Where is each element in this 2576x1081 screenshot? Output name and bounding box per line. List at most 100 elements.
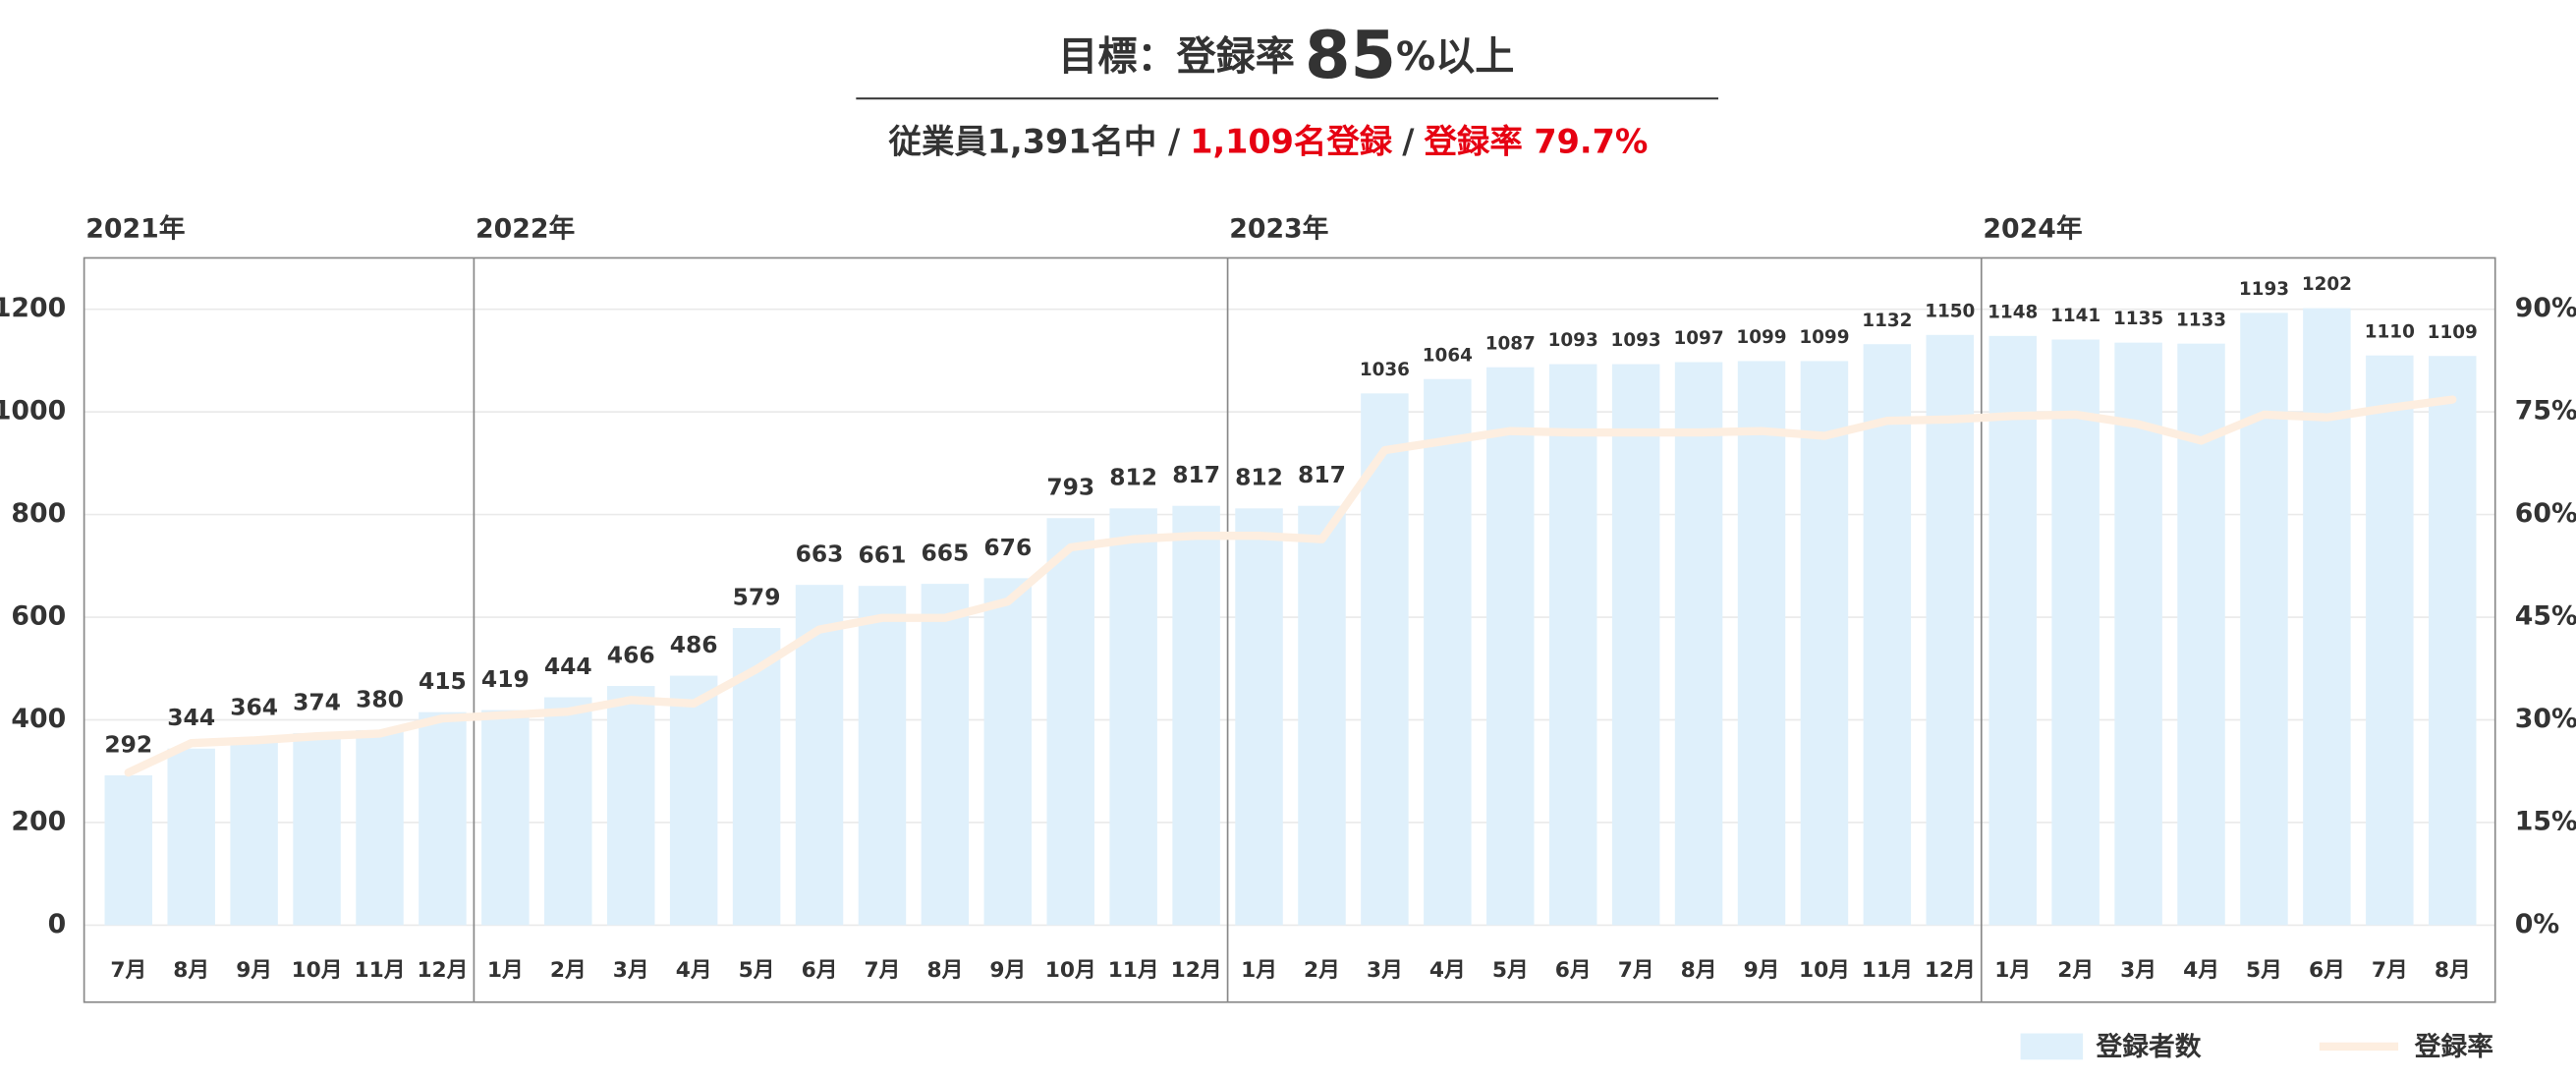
- value-label: 292: [104, 730, 152, 758]
- value-label: 1133: [2176, 310, 2226, 330]
- bar: [2114, 342, 2162, 926]
- y2-tick-label: 45%: [2515, 601, 2576, 632]
- bar: [1235, 508, 1283, 926]
- y-tick-label: 600: [11, 601, 66, 632]
- bar: [1863, 344, 1912, 926]
- value-label: 344: [167, 704, 215, 731]
- chart-title: 目標：登録率 85%以上: [1058, 17, 1514, 93]
- legend-swatch: [2020, 1033, 2084, 1060]
- bar: [1109, 508, 1157, 926]
- legend-label: 登録率: [2414, 1031, 2493, 1062]
- x-tick-label: 1月: [487, 958, 524, 983]
- bar: [481, 710, 530, 926]
- bar: [1548, 364, 1597, 926]
- x-tick-label: 9月: [1744, 958, 1780, 983]
- bar: [2303, 308, 2351, 926]
- x-tick-label: 6月: [2309, 958, 2345, 983]
- value-label: 812: [1235, 464, 1283, 491]
- bar: [606, 686, 655, 926]
- x-tick-label: 4月: [1429, 958, 1466, 983]
- x-tick-label: 7月: [865, 958, 901, 983]
- x-tick-label: 2月: [1304, 958, 1340, 983]
- x-tick-label: 8月: [926, 958, 963, 983]
- value-label: 419: [481, 665, 530, 693]
- value-label: 817: [1298, 461, 1346, 488]
- x-tick-label: 10月: [1799, 958, 1850, 983]
- x-tick-label: 5月: [2246, 958, 2282, 983]
- y-tick-label: 1200: [0, 293, 66, 323]
- x-tick-label: 1月: [1241, 958, 1277, 983]
- x-tick-label: 7月: [1618, 958, 1654, 983]
- year-label: 2021年: [85, 213, 185, 245]
- subtitle-part: 登録率 79.7%: [1423, 122, 1648, 160]
- x-tick-label: 10月: [1045, 958, 1096, 983]
- x-tick-label: 12月: [417, 958, 468, 983]
- value-label: 1093: [1548, 330, 1598, 351]
- bar: [1172, 505, 1220, 926]
- x-tick-label: 8月: [2435, 958, 2471, 983]
- value-label: 1110: [2365, 321, 2415, 342]
- x-tick-label: 9月: [989, 958, 1026, 983]
- value-label: 1064: [1423, 345, 1473, 366]
- x-tick-label: 1月: [1994, 958, 2031, 983]
- rate-line: [124, 395, 2457, 777]
- bar: [544, 697, 592, 926]
- value-label: 793: [1046, 474, 1094, 501]
- year-label: 2023年: [1229, 213, 1328, 245]
- bar: [858, 586, 907, 926]
- value-label: 486: [670, 631, 718, 658]
- value-label: 1087: [1485, 333, 1536, 354]
- x-tick-label: 3月: [613, 958, 649, 983]
- x-tick-label: 11月: [355, 958, 406, 983]
- y2-tick-label: 60%: [2515, 498, 2576, 529]
- subtitle-part: 1,109名登録: [1190, 122, 1393, 160]
- subtitle-part: 従業員1,391名中 /: [888, 122, 1181, 160]
- value-label: 579: [733, 583, 781, 610]
- value-label: 1150: [1925, 301, 1975, 321]
- value-label: 812: [1109, 464, 1157, 491]
- value-label: 1097: [1673, 328, 1723, 349]
- y-tick-label: 1000: [0, 396, 66, 427]
- x-tick-label: 9月: [236, 958, 272, 983]
- value-label: 1193: [2239, 279, 2289, 300]
- x-tick-label: 3月: [2120, 958, 2156, 983]
- bar: [2366, 355, 2414, 926]
- x-tick-label: 12月: [1171, 958, 1222, 983]
- bar: [921, 584, 970, 926]
- y2-tick-label: 0%: [2515, 909, 2559, 939]
- value-label: 444: [544, 653, 592, 680]
- x-tick-label: 5月: [739, 958, 775, 983]
- value-label: 676: [983, 534, 1032, 561]
- value-label: 661: [859, 541, 907, 569]
- value-label: 380: [356, 685, 404, 712]
- chart-subtitle: 従業員1,391名中 /1,109名登録 / 登録率 79.7%: [888, 122, 1649, 160]
- x-tick-label: 2月: [550, 958, 587, 983]
- value-label: 817: [1172, 461, 1220, 488]
- value-label: 466: [607, 641, 655, 668]
- bar: [2240, 313, 2288, 926]
- value-label: 663: [796, 540, 844, 568]
- value-label: 1099: [1736, 327, 1786, 348]
- x-tick-label: 11月: [1108, 958, 1159, 983]
- value-label: 1036: [1360, 360, 1410, 380]
- bar: [1926, 334, 1975, 926]
- bar: [1674, 362, 1723, 926]
- x-tick-label: 5月: [1492, 958, 1529, 983]
- bar: [419, 711, 467, 926]
- bar: [1046, 518, 1094, 926]
- bar: [2051, 339, 2100, 926]
- bar: [1988, 335, 2037, 926]
- y2-tick-label: 75%: [2515, 396, 2576, 427]
- title-suffix: %以上: [1396, 34, 1514, 80]
- x-tick-label: 11月: [1862, 958, 1913, 983]
- labels: 0 200 400 600 800 1000 1200 0% 15% 30% 45% 60% 75% 90…: [0, 213, 2576, 983]
- bar: [1611, 364, 1660, 926]
- subtitle-part: /: [1402, 122, 1415, 160]
- y2-tick-label: 15%: [2515, 806, 2576, 836]
- y-tick-label: 0: [48, 909, 67, 939]
- x-tick-label: 4月: [2183, 958, 2219, 983]
- bars: [104, 308, 2477, 926]
- bar: [293, 733, 341, 926]
- bar: [356, 729, 404, 926]
- bar: [1737, 361, 1786, 926]
